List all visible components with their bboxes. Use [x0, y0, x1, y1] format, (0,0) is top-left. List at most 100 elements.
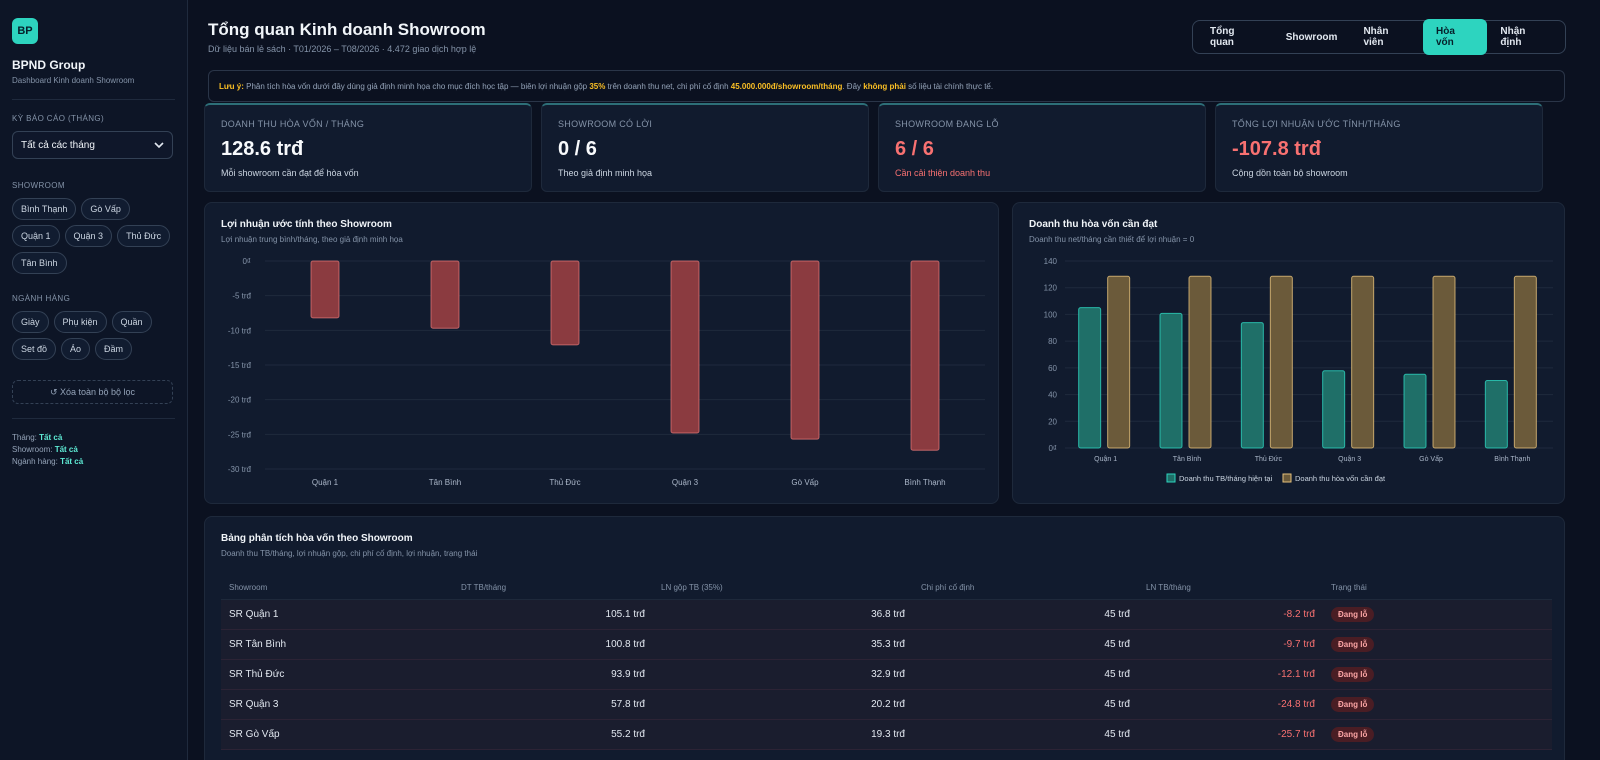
filter-summary: Tháng: Tất cả Showroom: Tất cả Ngành hàng:… — [12, 433, 175, 466]
category-chip[interactable]: Phụ kiện — [53, 311, 107, 333]
profit-bar[interactable] — [550, 260, 580, 346]
category-chip[interactable]: Giày — [12, 311, 49, 333]
filter-summary-line: Tháng: Tất cả — [12, 433, 175, 442]
table-cell: -12.1 trđ — [1138, 659, 1323, 690]
table-cell: 93.9 trđ — [453, 659, 653, 690]
category-chips: Giày Phụ kiện Quần Set đồ Áo Đầm — [12, 311, 182, 360]
note-text: . Đây — [842, 81, 864, 91]
current-revenue-bar[interactable] — [1403, 373, 1427, 449]
tab-3[interactable]: Hòa vốn — [1422, 19, 1488, 55]
y-tick-label: -25 trđ — [228, 430, 252, 439]
category-chip[interactable]: Đầm — [95, 338, 133, 360]
current-revenue-bar[interactable] — [1322, 370, 1346, 449]
tab-0[interactable]: Tổng quan — [1210, 26, 1235, 48]
table-cell: 45 trđ — [913, 689, 1138, 720]
x-tick-label: Quận 1 — [312, 478, 339, 487]
status-badge: Đang lỗ — [1331, 606, 1375, 622]
showroom-filter-label: SHOWROOM — [12, 181, 65, 190]
category-chip[interactable]: Quần — [111, 311, 152, 333]
category-chip[interactable]: Set đồ — [12, 338, 57, 360]
status-badge: Đang lỗ — [1331, 696, 1375, 712]
y-tick-label: 0₫ — [242, 257, 251, 266]
table-cell: 45 trđ — [913, 659, 1138, 690]
table-cell: 100.8 trđ — [453, 629, 653, 660]
showroom-chip[interactable]: Quận 3 — [64, 225, 113, 247]
x-tick-label: Gò Vấp — [791, 478, 819, 487]
breakeven-revenue-bar[interactable] — [1188, 275, 1212, 449]
profit-chart-title: Lợi nhuận ước tính theo Showroom — [221, 219, 392, 230]
tab-bar: Tổng quan Showroom Nhân viên Hòa vốn Nhận đị… — [1192, 19, 1566, 55]
showroom-chip[interactable]: Bình Thạnh — [12, 198, 77, 220]
breakeven-revenue-bar[interactable] — [1513, 275, 1537, 449]
kpi-label: SHOWROOM ĐANG LỖ — [895, 119, 999, 129]
sidebar: BP BPND Group Dashboard Kinh doanh Showr… — [0, 0, 188, 760]
profit-bar[interactable] — [310, 260, 340, 319]
x-tick-label: Tân Bình — [1173, 456, 1202, 463]
period-select[interactable]: Tất cả các tháng — [12, 131, 173, 159]
kpi-card: SHOWROOM CÓ LỜI 0 / 6 Theo giả định minh h… — [541, 103, 869, 192]
current-revenue-bar[interactable] — [1159, 312, 1183, 449]
current-revenue-bar[interactable] — [1240, 322, 1264, 449]
table-cell: -24.8 trđ — [1138, 689, 1323, 720]
table-cell: -25.7 trđ — [1138, 719, 1323, 750]
breakeven-chart-subtitle: Doanh thu net/tháng cần thiết để lợi nhu… — [1029, 235, 1195, 244]
current-revenue-bar[interactable] — [1484, 380, 1508, 449]
note-text: số liệu tài chính thực tế. — [905, 81, 994, 91]
column-header[interactable]: Showroom — [221, 577, 453, 600]
y-tick-label: 40 — [1048, 391, 1057, 400]
table-cell: 105.1 trđ — [453, 599, 653, 630]
note-text: trên doanh thu net, chi phí cố định — [605, 81, 731, 91]
table-row[interactable]: SR Tân Bình 100.8 trđ 35.3 trđ 45 trđ -9.7 t… — [221, 629, 1552, 660]
brand-subtitle: Dashboard Kinh doanh Showroom — [12, 76, 135, 85]
kpi-card: TỔNG LỢI NHUẬN ƯỚC TÍNH/THÁNG -107.8 trđ C… — [1215, 103, 1543, 192]
column-header[interactable]: DT TB/tháng — [453, 577, 653, 600]
chevron-down-icon — [154, 142, 164, 149]
breakeven-revenue-bar[interactable] — [1107, 275, 1131, 449]
profit-bar[interactable] — [670, 260, 700, 434]
profit-bar[interactable] — [790, 260, 820, 440]
page-title: Tổng quan Kinh doanh Showroom — [208, 20, 486, 39]
clear-filters-button[interactable]: ↺ Xóa toàn bộ bộ lọc — [12, 380, 173, 404]
kpi-value: 0 / 6 — [558, 138, 597, 160]
breakeven-table: Showroom DT TB/tháng LN gộp TB (35%) Chi ph… — [221, 577, 1552, 750]
showroom-chip[interactable]: Gò Vấp — [81, 198, 130, 220]
table-row[interactable]: SR Thủ Đức 93.9 trđ 32.9 trđ 45 trđ -12.1 tr… — [221, 659, 1552, 690]
table-row[interactable]: SR Quận 3 57.8 trđ 20.2 trđ 45 trđ -24.8 trđ… — [221, 689, 1552, 720]
tab-2[interactable]: Nhân viên — [1363, 26, 1389, 48]
table-cell: 19.3 trđ — [653, 719, 913, 750]
legend-label: Doanh thu hòa vốn cần đạt — [1295, 474, 1386, 483]
main-content: Tổng quan Kinh doanh Showroom Dữ liệu bá… — [188, 0, 1600, 760]
y-tick-label: 0₫ — [1048, 444, 1057, 453]
showroom-chip[interactable]: Quận 1 — [12, 225, 60, 247]
tab-4[interactable]: Nhận định — [1500, 26, 1526, 48]
filter-summary-value: Tất cả — [60, 457, 84, 466]
status-badge: Đang lỗ — [1331, 726, 1375, 742]
kpi-value: 6 / 6 — [895, 138, 934, 160]
current-revenue-bar[interactable] — [1078, 307, 1102, 449]
showroom-chip[interactable]: Tân Bình — [12, 252, 67, 274]
table-cell: -9.7 trđ — [1138, 629, 1323, 660]
breakeven-revenue-bar[interactable] — [1432, 275, 1456, 449]
column-header[interactable]: LN gộp TB (35%) — [653, 577, 913, 600]
tab-1[interactable]: Showroom — [1285, 31, 1338, 43]
y-tick-label: -15 trđ — [228, 361, 252, 370]
table-row[interactable]: SR Gò Vấp 55.2 trđ 19.3 trđ 45 trđ -25.7 trđ… — [221, 719, 1552, 750]
showroom-chip[interactable]: Thủ Đức — [117, 225, 171, 247]
y-tick-label: 100 — [1044, 310, 1058, 319]
table-cell: SR Tân Bình — [221, 629, 453, 660]
table-cell: SR Quận 1 — [221, 599, 453, 630]
profit-bar[interactable] — [430, 260, 460, 329]
table-body: SR Quận 1 105.1 trđ 36.8 trđ 45 trđ -8.2 trđ… — [221, 599, 1552, 750]
category-chip[interactable]: Áo — [61, 338, 91, 360]
column-header[interactable]: Trạng thái — [1323, 577, 1552, 600]
breakeven-revenue-bar[interactable] — [1351, 275, 1375, 449]
x-tick-label: Bình Thạnh — [904, 478, 945, 487]
kpi-value: -107.8 trđ — [1232, 138, 1321, 160]
assumption-note: Lưu ý: Phân tích hòa vốn dưới đây dùng g… — [208, 70, 1565, 102]
column-header[interactable]: Chi phí cố định — [913, 577, 1138, 600]
profit-bar[interactable] — [910, 260, 940, 451]
breakeven-revenue-bar[interactable] — [1269, 275, 1293, 449]
profit-chart-panel: Lợi nhuận ước tính theo Showroom Lợi nhu… — [204, 202, 999, 504]
table-row[interactable]: SR Quận 1 105.1 trđ 36.8 trđ 45 trđ -8.2 trđ… — [221, 599, 1552, 630]
column-header[interactable]: LN TB/tháng — [1138, 577, 1323, 600]
